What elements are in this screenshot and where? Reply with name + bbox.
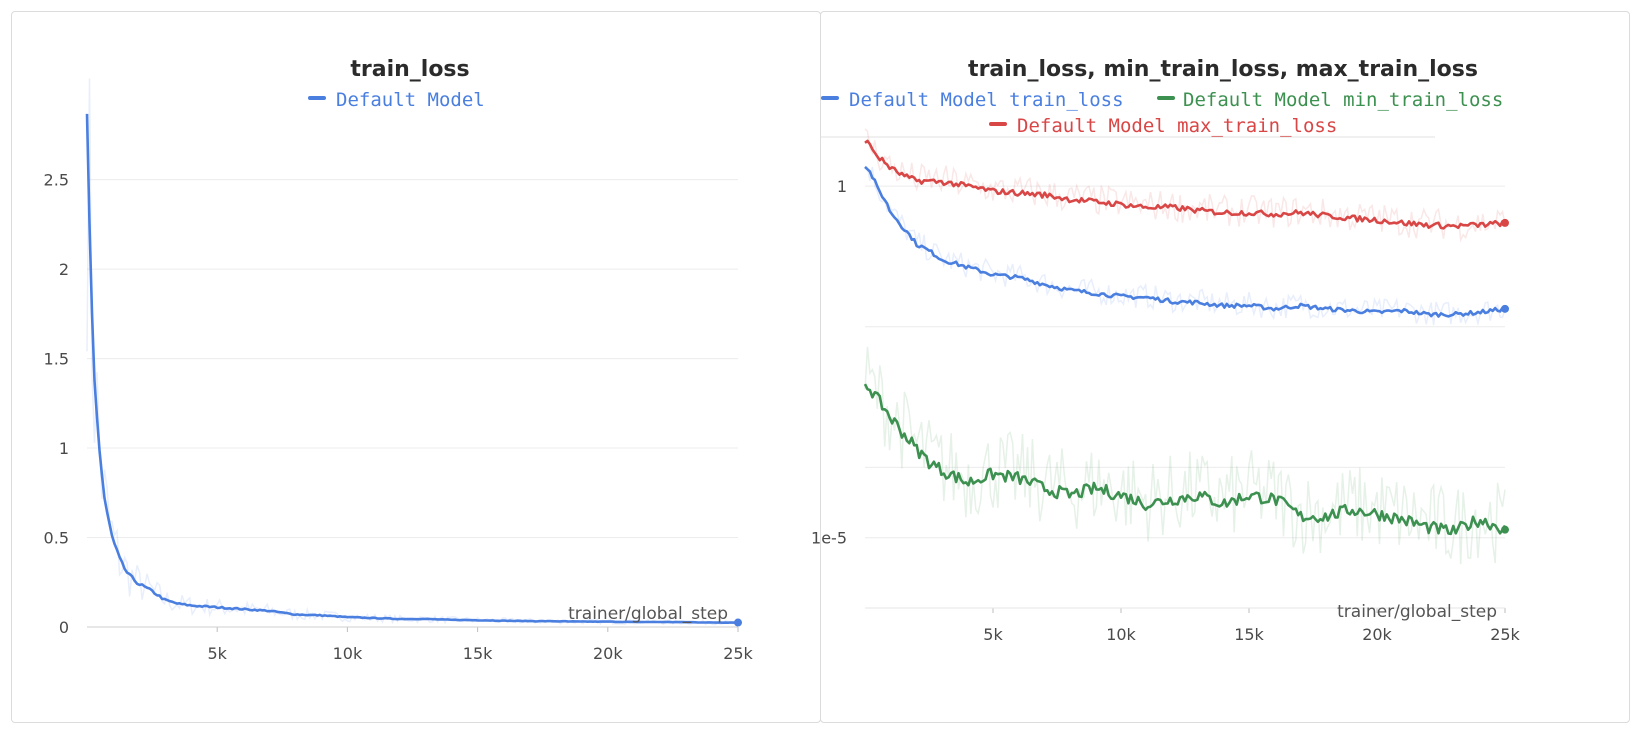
legend-swatch-blue xyxy=(308,96,326,100)
y-tick-label: 1 xyxy=(59,439,69,458)
legend-swatch-blue xyxy=(821,96,839,100)
train-loss-chart-svg: 0 0.5 1 1.5 2 2.5 5k 10k 15k 20k 25k train_loss D… xyxy=(44,57,754,663)
series-layer xyxy=(85,113,742,627)
legend-label-max-train-loss[interactable]: Default Model max_train_loss xyxy=(1017,115,1337,137)
y-tick-label: 1.5 xyxy=(44,350,69,369)
raw-series-2 xyxy=(864,128,1506,243)
legend[interactable]: Default Model train_loss Default Model m… xyxy=(821,89,1503,137)
chart-title: train_loss xyxy=(350,57,469,82)
x-tick-label: 10k xyxy=(333,644,363,663)
raw-band-layer xyxy=(86,78,739,626)
y-tick-label: 2.5 xyxy=(44,171,69,190)
x-axis-ticks: 5k 10k 15k 20k 25k xyxy=(207,627,754,663)
y-tick-label: 1 xyxy=(837,177,847,196)
legend-label-train-loss[interactable]: Default Model train_loss xyxy=(849,89,1124,111)
y-tick-label: 2 xyxy=(59,260,69,279)
y-axis-ticks: 0 0.5 1 1.5 2 2.5 xyxy=(44,171,69,637)
x-tick-label: 15k xyxy=(1234,625,1264,644)
chart-panel-train-loss: 0 0.5 1 1.5 2 2.5 5k 10k 15k 20k 25k train_loss D… xyxy=(11,11,821,723)
legend-swatch-red xyxy=(989,122,1007,126)
x-axis-label: trainer/global_step xyxy=(1337,602,1497,622)
train-min-max-loss-chart-svg: 1 1e-5 5k 10k 15k 20k 25k train_loss, min_tra… xyxy=(811,57,1521,644)
x-tick-label: 20k xyxy=(1362,625,1392,644)
series-end-point-1[interactable] xyxy=(1501,525,1509,534)
chart-panel-train-min-max-loss: 1 1e-5 5k 10k 15k 20k 25k train_loss, min_tra… xyxy=(811,11,1630,723)
series-layer xyxy=(863,139,1509,536)
x-tick-label: 25k xyxy=(723,644,753,663)
series-line-0 xyxy=(864,165,1506,318)
grid xyxy=(865,185,1505,539)
x-axis-label: trainer/global_step xyxy=(568,604,728,624)
x-tick-label: 25k xyxy=(1490,625,1520,644)
legend-swatch-green xyxy=(1157,96,1175,100)
x-tick-label: 5k xyxy=(983,625,1003,644)
series-end-point-2[interactable] xyxy=(1501,218,1509,227)
y-tick-label: 0.5 xyxy=(44,529,69,548)
legend-label-default-model[interactable]: Default Model xyxy=(336,89,485,111)
raw-series-0 xyxy=(86,78,739,626)
legend[interactable]: Default Model xyxy=(308,89,485,111)
series-line-2 xyxy=(864,139,1506,230)
series-end-point-0[interactable] xyxy=(1501,304,1509,313)
y-axis-ticks: 1 1e-5 xyxy=(811,177,847,548)
chart-title: train_loss, min_train_loss, max_train_lo… xyxy=(968,57,1478,82)
x-tick-label: 5k xyxy=(207,644,227,663)
grid xyxy=(87,179,738,628)
series-end-point-0[interactable] xyxy=(734,618,742,627)
y-tick-label: 1e-5 xyxy=(811,529,847,548)
y-tick-label: 0 xyxy=(59,618,69,637)
series-line-1 xyxy=(863,383,1507,536)
x-tick-label: 10k xyxy=(1106,625,1136,644)
legend-label-min-train-loss[interactable]: Default Model min_train_loss xyxy=(1183,89,1503,111)
x-tick-label: 20k xyxy=(593,644,623,663)
x-axis-ticks: 5k 10k 15k 20k 25k xyxy=(983,608,1521,644)
x-tick-label: 15k xyxy=(463,644,493,663)
series-line-0 xyxy=(85,113,739,624)
raw-series-1 xyxy=(864,346,1506,565)
